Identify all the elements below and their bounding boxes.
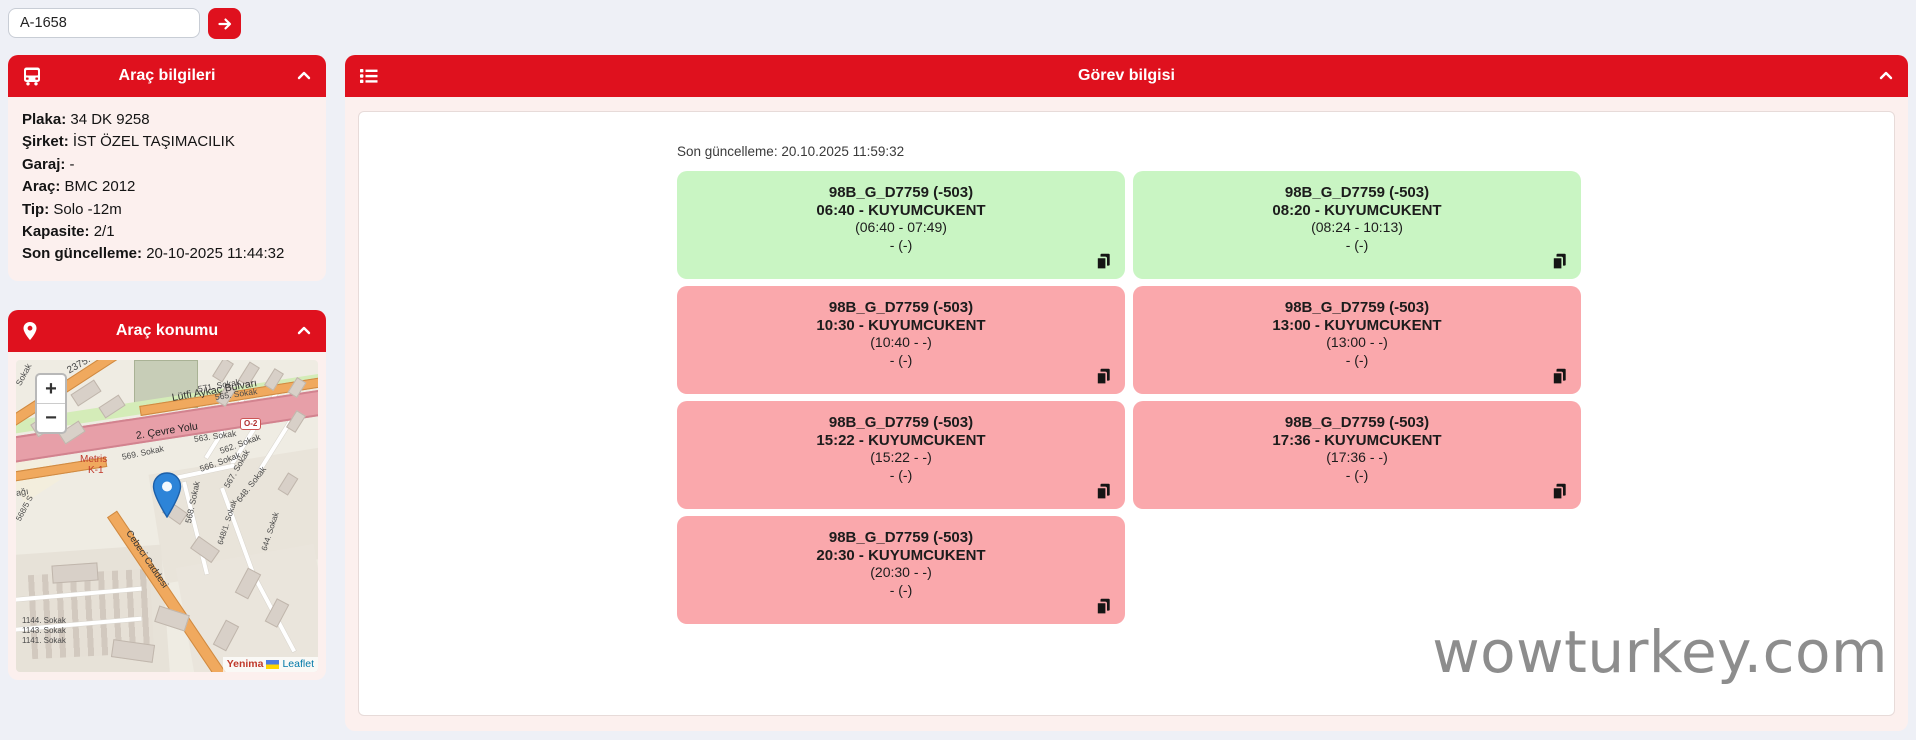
map-place-label: Yenima [226,658,264,670]
task-info-panel: Görev bilgisi Son güncelleme: 20.10.2025… [345,55,1908,731]
trip-extra: - (-) [1345,351,1369,368]
list-icon [358,66,380,86]
trip-time-stop: 08:20 - KUYUMCUKENT [1272,201,1442,219]
task-card[interactable]: 98B_G_D7759 (-503) 06:40 - KUYUMCUKENT (06… [677,171,1125,279]
vehicle-field: Şirket: İST ÖZEL TAŞIMACILIK [22,133,235,151]
trip-window: (13:00 - -) [1326,334,1388,350]
trip-window: (08:24 - 10:13) [1311,219,1403,235]
map-street-label: Cebeci Caddesi [123,528,171,591]
search-submit-button[interactable] [208,8,241,39]
task-card[interactable]: 98B_G_D7759 (-503) 10:30 - KUYUMCUKENT (10… [677,286,1125,394]
vehicle-location-header[interactable]: Araç konumu [8,310,326,352]
vehicle-field: Son güncelleme: 20-10-2025 11:44:32 [22,245,285,263]
vehicle-location-panel: Araç konumu [8,310,326,680]
map-zoom-control: + − [35,373,67,434]
location-pin-icon [21,321,39,341]
trip-window: (15:22 - -) [870,449,932,465]
task-content-card: Son güncelleme: 20.10.2025 11:59:32 98B_… [358,111,1895,716]
zoom-in-button[interactable]: + [45,377,57,400]
map-street-label: 2375. Sokak [65,360,119,376]
copy-icon[interactable] [1551,368,1568,385]
chevron-up-icon[interactable] [1877,67,1895,85]
trip-extra: - (-) [889,466,913,483]
vehicle-field: Tip: Solo -12m [22,200,122,218]
trip-extra: - (-) [889,351,913,368]
map-street-label: 2. Çevre Yolu [135,420,199,442]
trip-time-stop: 06:40 - KUYUMCUKENT [816,201,986,219]
map-street-label: 648/1. Sokak [215,498,239,546]
trip-route: 98B_G_D7759 (-503) [828,299,974,316]
copy-icon[interactable] [1551,483,1568,500]
vehicle-field: Kapasite: 2/1 [22,223,115,241]
trip-window: (06:40 - 07:49) [855,219,947,235]
map-street-label: ağı [16,486,30,498]
map-street-label: Metris [80,454,108,465]
trip-window: (10:40 - -) [870,334,932,350]
copy-icon[interactable] [1095,253,1112,270]
task-info-header[interactable]: Görev bilgisi [345,55,1908,97]
ukraine-flag-icon [266,659,280,669]
trip-route: 98B_G_D7759 (-503) [1284,414,1430,431]
vehicle-info-header[interactable]: Araç bilgileri [8,55,326,97]
trip-cards-grid: 98B_G_D7759 (-503) 06:40 - KUYUMCUKENT (06… [677,171,1581,624]
map-street-label: 644. Sokak [259,511,281,552]
vehicle-info-body: Plaka: 34 DK 9258 Şirket: İST ÖZEL TAŞIMA… [8,97,326,278]
vehicle-info-title: Araç bilgileri [118,67,216,84]
map-street-label: 568/5 S [16,494,35,523]
trip-extra: - (-) [1345,466,1369,483]
last-update-label: Son güncelleme: 20.10.2025 11:59:32 [677,144,905,159]
trip-extra: - (-) [1345,236,1369,253]
vehicle-field: Araç: BMC 2012 [22,178,136,196]
leaflet-link[interactable]: Leaflet [282,658,314,670]
trip-time-stop: 13:00 - KUYUMCUKENT [1272,316,1442,334]
map-street-label: 1144. Sokak [22,616,66,625]
map-street-label: K-1 [88,465,104,476]
task-card[interactable]: 98B_G_D7759 (-503) 15:22 - KUYUMCUKENT (15… [677,401,1125,509]
map-street-label: Sokak [16,361,34,388]
map-street-label: 568. Sokak [183,480,202,525]
map-attribution: Yenima Leaflet [222,657,318,672]
map-street-label: 1143. Sokak [22,626,66,635]
task-card[interactable]: 98B_G_D7759 (-503) 17:36 - KUYUMCUKENT (17… [1133,401,1581,509]
trip-time-stop: 17:36 - KUYUMCUKENT [1272,431,1442,449]
trip-route: 98B_G_D7759 (-503) [1284,299,1430,316]
map-street-label: 1141. Sokak [22,636,66,645]
arrow-right-icon [217,16,233,32]
search-input[interactable] [8,8,200,38]
chevron-up-icon[interactable] [295,322,313,340]
task-info-title: Görev bilgisi [1078,67,1175,84]
trip-window: (17:36 - -) [1326,449,1388,465]
copy-icon[interactable] [1095,368,1112,385]
vehicle-location-title: Araç konumu [115,322,219,339]
trip-route: 98B_G_D7759 (-503) [828,529,974,546]
map-street-label: O-2 [240,418,262,430]
trip-route: 98B_G_D7759 (-503) [1284,184,1430,201]
trip-extra: - (-) [889,581,913,598]
trip-extra: - (-) [889,236,913,253]
vehicle-info-panel: Araç bilgileri Plaka: 34 DK 9258 Şirket: … [8,55,326,281]
trip-window: (20:30 - -) [870,564,932,580]
copy-icon[interactable] [1551,253,1568,270]
task-card[interactable]: 98B_G_D7759 (-503) 08:20 - KUYUMCUKENT (08… [1133,171,1581,279]
trip-route: 98B_G_D7759 (-503) [828,414,974,431]
vehicle-field: Garaj: - [22,155,75,173]
copy-icon[interactable] [1095,598,1112,615]
chevron-up-icon[interactable] [295,67,313,85]
vehicle-field: Plaka: 34 DK 9258 [22,111,150,128]
task-card[interactable]: 98B_G_D7759 (-503) 20:30 - KUYUMCUKENT (20… [677,516,1125,624]
trip-time-stop: 10:30 - KUYUMCUKENT [816,316,986,334]
map-street-label: 569. Sokak [120,443,165,462]
trip-time-stop: 15:22 - KUYUMCUKENT [816,431,986,449]
zoom-out-button[interactable]: − [37,403,65,432]
bus-icon [21,65,43,87]
trip-route: 98B_G_D7759 (-503) [828,184,974,201]
task-card[interactable]: 98B_G_D7759 (-503) 13:00 - KUYUMCUKENT (13… [1133,286,1581,394]
trip-time-stop: 20:30 - KUYUMCUKENT [816,546,986,564]
copy-icon[interactable] [1095,483,1112,500]
